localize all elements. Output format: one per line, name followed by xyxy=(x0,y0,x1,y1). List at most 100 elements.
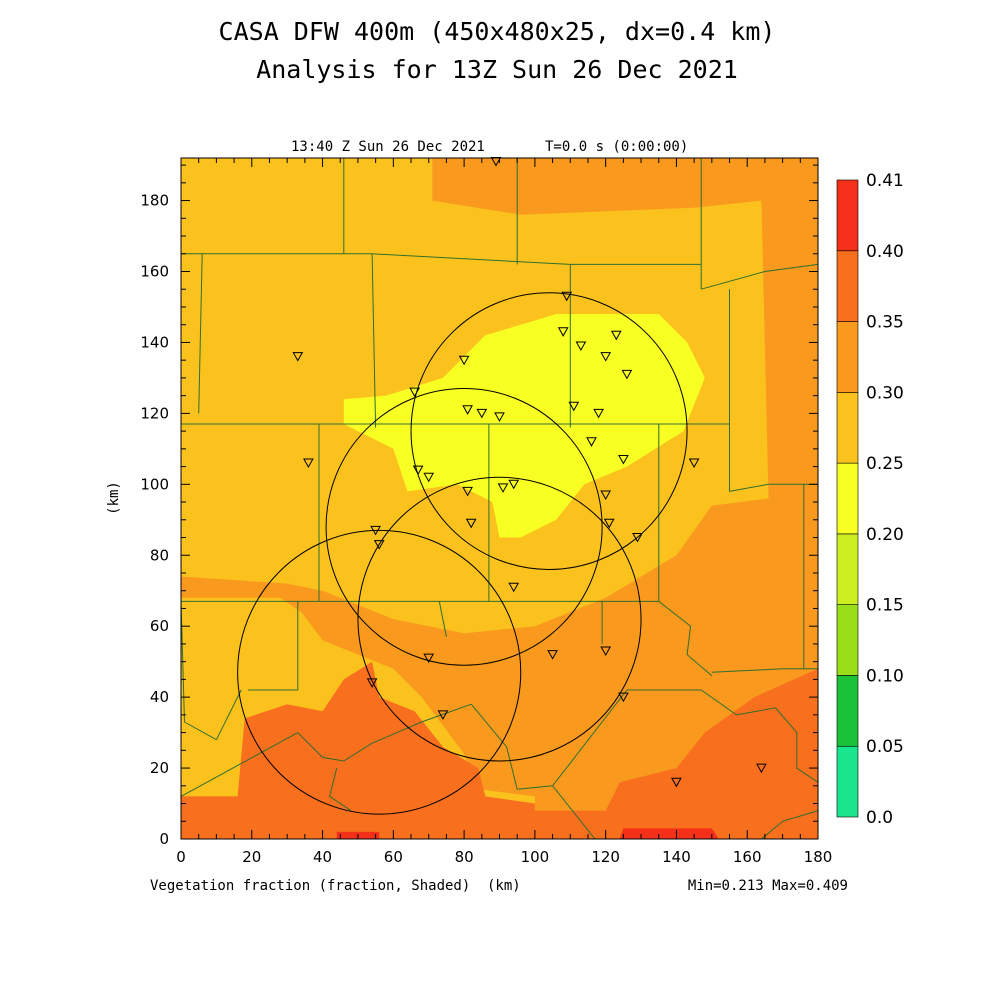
county-border xyxy=(700,689,737,716)
x-tick-label: 160 xyxy=(733,848,762,866)
county-border xyxy=(552,785,596,839)
x-tick-label: 60 xyxy=(384,848,403,866)
plot-time-info: T=0.0 s (0:00:00) xyxy=(545,139,688,155)
county-border xyxy=(438,601,447,637)
y-tick-label: 40 xyxy=(150,688,169,706)
county-border xyxy=(184,721,217,741)
y-tick-label: 160 xyxy=(140,263,169,281)
station-marker xyxy=(508,582,520,593)
colorbar: 0.0 0.05 0.10 0.15 0.20 0.25 0.30 0.35 0.40 0.41 xyxy=(836,171,904,828)
title-line-2: Analysis for 13Z Sun 26 Dec 2021 xyxy=(256,55,738,84)
station-marker xyxy=(373,540,385,550)
x-tick-label: 140 xyxy=(662,848,691,866)
y-axis-label: (km) xyxy=(106,481,122,515)
county-border xyxy=(248,601,299,691)
county-border xyxy=(736,707,818,783)
shade-region-6 xyxy=(619,828,719,839)
radar-range-ring-0 xyxy=(410,292,688,570)
colorbar-tick-label: 0.35 xyxy=(866,313,904,333)
station-marker xyxy=(366,678,378,688)
axis-ticks: 0 20 40 60 80 100 120 140 160 180 0 20 40 60 80 100 120 1… xyxy=(140,158,832,866)
x-tick-label: 120 xyxy=(591,848,620,866)
station-marker xyxy=(423,472,435,483)
y-tick-label: 120 xyxy=(140,404,169,422)
radar-range-ring-2 xyxy=(357,476,642,762)
radar-range-ring-1 xyxy=(325,388,603,666)
station-marker xyxy=(600,490,612,501)
radar-range-ring-3 xyxy=(237,529,522,815)
x-tick-label: 20 xyxy=(242,848,261,866)
county-borders xyxy=(181,158,818,839)
colorbar-tick-label: 0.41 xyxy=(866,171,904,191)
county-border xyxy=(297,732,344,762)
colorbar-tick-label: 0.05 xyxy=(866,737,904,757)
station-marker xyxy=(547,650,558,660)
station-marker xyxy=(497,483,509,493)
x-tick-label: 100 xyxy=(521,848,550,866)
county-border xyxy=(517,689,702,790)
county-border xyxy=(729,483,818,492)
colorbar-tick-label: 0.20 xyxy=(866,525,904,545)
county-border xyxy=(181,732,299,797)
y-tick-label: 80 xyxy=(150,546,169,564)
y-tick-label: 0 xyxy=(159,830,169,848)
station-marker xyxy=(303,458,314,469)
y-tick-label: 100 xyxy=(140,475,169,493)
station-marker xyxy=(409,387,420,398)
y-tick-label: 180 xyxy=(140,192,169,210)
station-marker xyxy=(494,412,505,422)
x-axis-unit-label: (km) xyxy=(487,878,521,894)
colorbar-bin-0 xyxy=(836,745,859,818)
x-tick-label: 80 xyxy=(455,848,474,866)
title-line-1: CASA DFW 400m (450x480x25, dx=0.4 km) xyxy=(219,17,776,46)
station-marker xyxy=(458,355,470,366)
colorbar-tick-label: 0.30 xyxy=(866,383,904,403)
colorbar-tick-label: 0.40 xyxy=(866,242,904,262)
station-marker xyxy=(586,437,597,447)
shade-region-4 xyxy=(181,661,818,839)
colorbar-tick-label: 0.15 xyxy=(866,596,904,616)
station-marker xyxy=(618,692,629,703)
x-tick-label: 0 xyxy=(176,848,186,866)
y-tick-label: 20 xyxy=(150,759,169,777)
y-tick-label: 60 xyxy=(150,617,169,635)
county-border xyxy=(761,810,818,839)
county-border xyxy=(329,767,352,812)
colorbar-bin-8 xyxy=(836,179,859,252)
county-border xyxy=(343,742,373,762)
x-tick-label: 40 xyxy=(313,848,332,866)
county-border xyxy=(658,601,713,677)
colorbar-bin-3 xyxy=(836,533,859,605)
colorbar-bin-1 xyxy=(836,675,859,747)
county-border xyxy=(372,253,571,265)
station-markers xyxy=(292,157,767,788)
field-label: Vegetation fraction (fraction, Shaded) xyxy=(150,878,470,894)
county-border xyxy=(711,668,818,673)
station-marker xyxy=(412,465,424,476)
map-area: 0 20 40 60 80 100 120 140 160 180 0 20 40 60 80 100 120 1… xyxy=(140,157,832,866)
station-marker xyxy=(593,408,604,419)
station-marker xyxy=(462,486,473,497)
station-marker xyxy=(561,291,573,302)
county-border xyxy=(198,253,203,414)
station-marker xyxy=(600,646,612,657)
station-marker xyxy=(508,479,520,490)
station-marker xyxy=(575,341,587,352)
station-marker xyxy=(688,458,700,469)
county-border xyxy=(470,703,518,790)
x-tick-label: 180 xyxy=(804,848,833,866)
min-max-readout: Min=0.213 Max=0.409 xyxy=(688,878,848,894)
radar-range-rings xyxy=(237,292,688,815)
plot-timestamp: 13:40 Z Sun 26 Dec 2021 xyxy=(291,139,485,155)
colorbar-bin-5 xyxy=(836,392,859,464)
y-tick-label: 140 xyxy=(140,333,169,351)
county-border xyxy=(371,253,377,428)
station-marker xyxy=(756,763,767,774)
station-marker xyxy=(600,352,612,362)
station-marker xyxy=(437,710,449,720)
colorbar-bin-7 xyxy=(836,250,859,322)
station-marker xyxy=(465,518,477,529)
county-border xyxy=(701,263,818,290)
colorbar-tick-label: 0.10 xyxy=(866,666,904,686)
